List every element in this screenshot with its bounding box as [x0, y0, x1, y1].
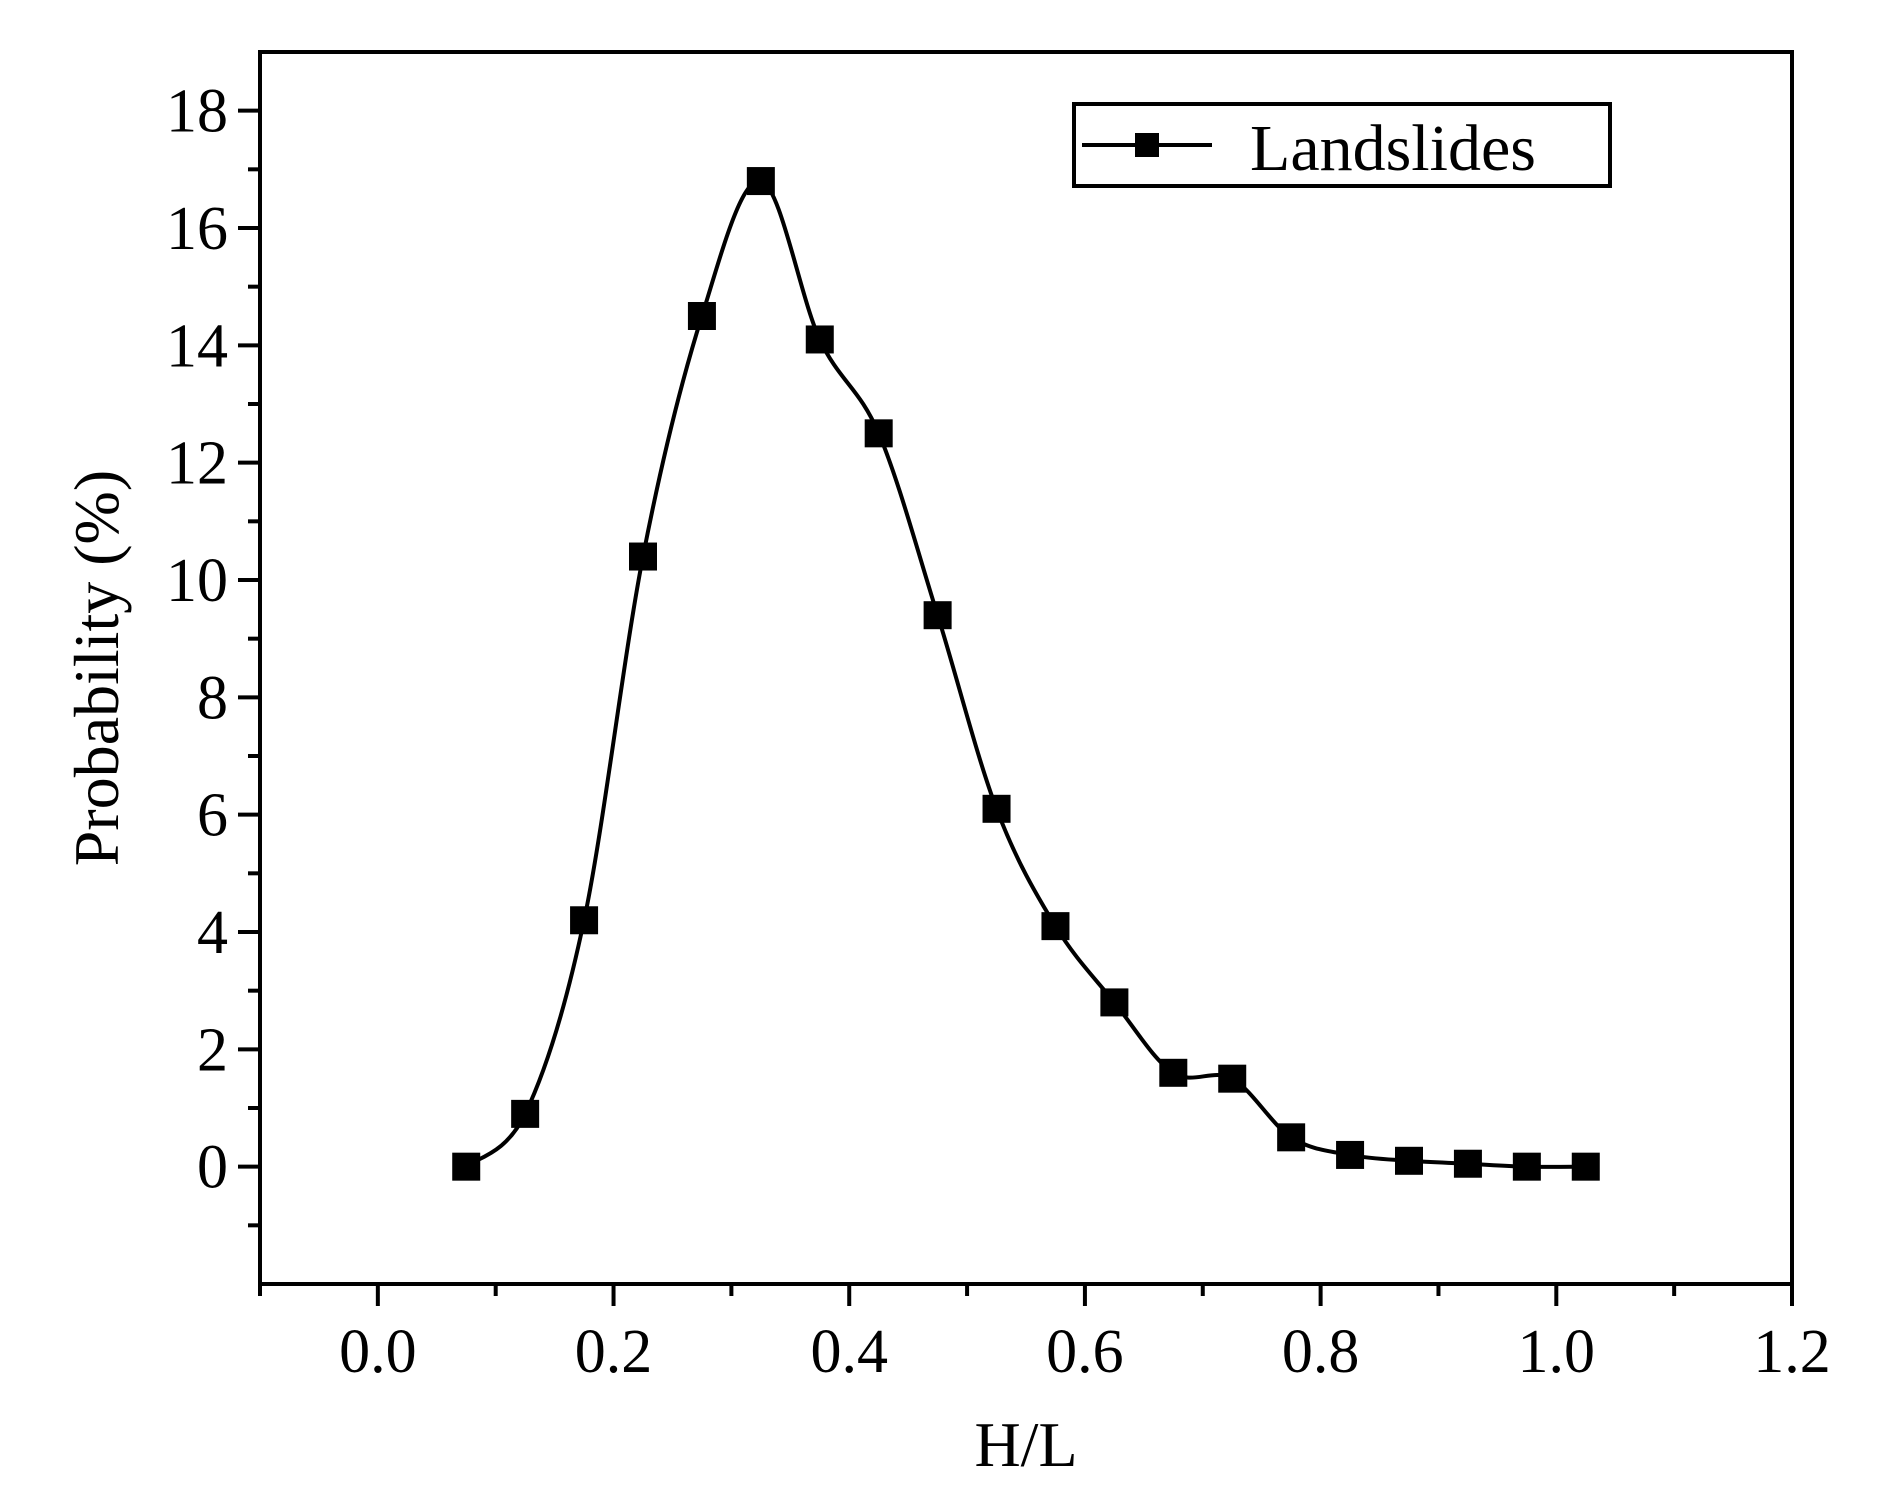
x-axis: 0.0 0.2 0.4 0.6 0.8 1.0 1.2 — [258, 1284, 1831, 1386]
data-point — [982, 794, 1011, 823]
data-point — [1041, 912, 1070, 941]
legend-entry-landslides: Landslides — [1250, 112, 1536, 185]
y-axis-title: Probability (%) — [61, 470, 132, 866]
data-point — [864, 419, 893, 448]
series-layer — [452, 167, 1600, 1181]
y-tick-label: 8 — [197, 664, 228, 732]
data-point — [746, 167, 775, 196]
data-point — [687, 302, 716, 330]
y-tick-label: 0 — [197, 1134, 228, 1202]
data-point — [570, 906, 599, 935]
y-tick-label: 12 — [166, 430, 228, 498]
data-point — [1453, 1149, 1482, 1178]
x-tick-label: 0.2 — [575, 1318, 653, 1386]
data-point — [1395, 1146, 1423, 1175]
y-tick-label: 16 — [166, 195, 228, 263]
data-point — [805, 325, 834, 354]
x-axis-title: H/L — [974, 1409, 1077, 1480]
y-tick-label: 4 — [197, 899, 228, 967]
x-tick-label: 0.8 — [1282, 1318, 1360, 1386]
data-point — [452, 1152, 481, 1181]
legend: Landslides — [1072, 102, 1612, 188]
x-tick-label: 0.4 — [810, 1318, 888, 1386]
y-tick-label: 10 — [166, 547, 228, 615]
data-point — [1336, 1140, 1365, 1169]
y-tick-label: 2 — [197, 1016, 228, 1084]
y-tick-label: 14 — [166, 312, 228, 380]
plot-frame — [258, 50, 1794, 1286]
x-tick-label: 0.6 — [1046, 1318, 1124, 1386]
data-point — [629, 542, 657, 571]
series-line — [464, 179, 1586, 1169]
data-point — [1159, 1058, 1188, 1087]
x-tick-label: 1.2 — [1753, 1318, 1831, 1386]
data-point — [1100, 988, 1129, 1017]
y-tick-label: 6 — [197, 782, 228, 850]
data-point — [923, 601, 952, 630]
legend-marker-sample — [1135, 133, 1159, 157]
x-tick-label: 1.0 — [1518, 1318, 1596, 1386]
data-point — [1512, 1152, 1541, 1181]
x-tick-label: 0.0 — [339, 1318, 417, 1386]
data-point — [1218, 1064, 1247, 1093]
data-point — [1571, 1152, 1600, 1181]
y-axis: 0 2 4 6 8 10 12 14 16 18 — [166, 78, 260, 1228]
data-point — [511, 1099, 540, 1128]
data-point — [1277, 1123, 1306, 1152]
y-tick-label: 18 — [166, 78, 228, 146]
